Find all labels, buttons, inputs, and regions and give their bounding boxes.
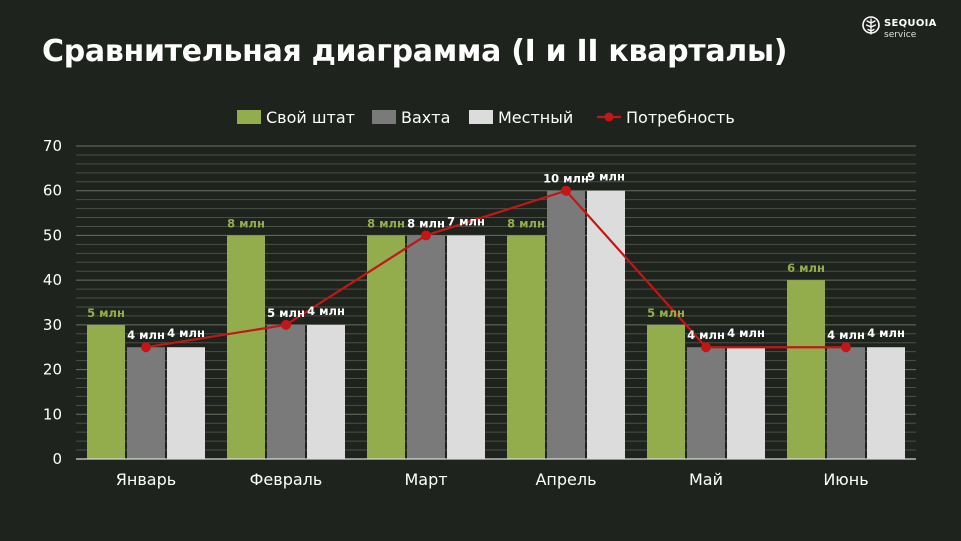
bar-2 <box>687 347 725 459</box>
y-tick-label: 30 <box>43 316 62 334</box>
bar-2 <box>547 190 585 459</box>
legend-label: Потребность <box>626 108 735 127</box>
tree-logo-icon <box>862 16 880 35</box>
legend-label: Вахта <box>401 108 450 127</box>
bar-2 <box>267 324 305 459</box>
legend-marker <box>604 112 614 122</box>
legend-swatch <box>469 110 493 124</box>
y-tick-label: 40 <box>43 271 62 289</box>
data-label: 4 млн <box>687 328 725 342</box>
chart-grid <box>76 145 916 451</box>
data-label: 8 млн <box>367 216 405 230</box>
bar-3 <box>867 347 905 459</box>
y-axis: 0 10 20 30 40 50 60 70 <box>43 137 62 468</box>
bar-1 <box>507 235 545 459</box>
bar-1 <box>87 324 125 459</box>
chart-legend: Свой штат Вахта Местный Потребность <box>237 108 735 127</box>
brand-logo: SEQUOIA service <box>862 16 952 42</box>
y-tick-label: 20 <box>43 361 62 379</box>
bar-2 <box>827 347 865 459</box>
x-tick-label: Июнь <box>823 470 868 489</box>
y-tick-label: 0 <box>52 450 62 468</box>
bar-1 <box>367 235 405 459</box>
demand-point <box>281 319 291 330</box>
y-tick-label: 10 <box>43 405 62 423</box>
y-tick-label: 60 <box>43 182 62 200</box>
bar-3 <box>447 235 485 459</box>
data-label: 5 млн <box>647 306 685 320</box>
legend-swatch <box>372 110 396 124</box>
data-label: 4 млн <box>127 328 165 342</box>
legend-label: Свой штат <box>266 108 355 127</box>
demand-point <box>841 342 851 353</box>
brand-subtitle: service <box>884 30 917 40</box>
data-label: 4 млн <box>167 326 205 340</box>
demand-line-path <box>145 189 846 349</box>
demand-point <box>701 342 711 353</box>
bar-3 <box>727 347 765 459</box>
x-tick-label: Январь <box>116 470 176 489</box>
data-label: 4 млн <box>867 326 905 340</box>
demand-point <box>141 342 151 353</box>
legend-swatch <box>237 110 261 124</box>
legend-label: Местный <box>498 108 573 127</box>
x-tick-label: Февраль <box>250 470 323 489</box>
bar-1 <box>227 235 265 459</box>
category-labels: Январь Февраль Март Апрель Май Июнь <box>116 470 869 489</box>
data-label: 6 млн <box>787 261 825 275</box>
data-label: 9 млн <box>587 170 625 184</box>
bar-1 <box>647 324 685 459</box>
page-title: Сравнительная диаграмма (I и II кварталы… <box>42 34 788 69</box>
demand-line <box>141 185 851 353</box>
data-label: 10 млн <box>543 172 589 186</box>
data-label: 4 млн <box>727 326 765 340</box>
data-label: 7 млн <box>447 214 485 228</box>
bar-3 <box>167 347 205 459</box>
demand-point <box>561 185 571 196</box>
demand-point <box>421 230 431 241</box>
bar-2 <box>407 235 445 459</box>
x-tick-label: Май <box>689 470 723 489</box>
x-tick-label: Апрель <box>535 470 596 489</box>
data-label: 5 млн <box>267 306 305 320</box>
brand-name: SEQUOIA <box>884 18 937 29</box>
data-label: 8 млн <box>227 216 265 230</box>
data-label: 5 млн <box>87 306 125 320</box>
bar-3 <box>307 324 345 459</box>
data-label: 8 млн <box>507 216 545 230</box>
y-tick-label: 50 <box>43 226 62 244</box>
y-tick-label: 70 <box>43 137 62 155</box>
x-tick-label: Март <box>404 470 447 489</box>
bar-1 <box>787 280 825 459</box>
data-label: 4 млн <box>307 304 345 318</box>
data-label: 8 млн <box>407 216 445 230</box>
bar-2 <box>127 347 165 459</box>
bars <box>87 190 905 459</box>
data-label: 4 млн <box>827 328 865 342</box>
bar-3 <box>587 190 625 459</box>
